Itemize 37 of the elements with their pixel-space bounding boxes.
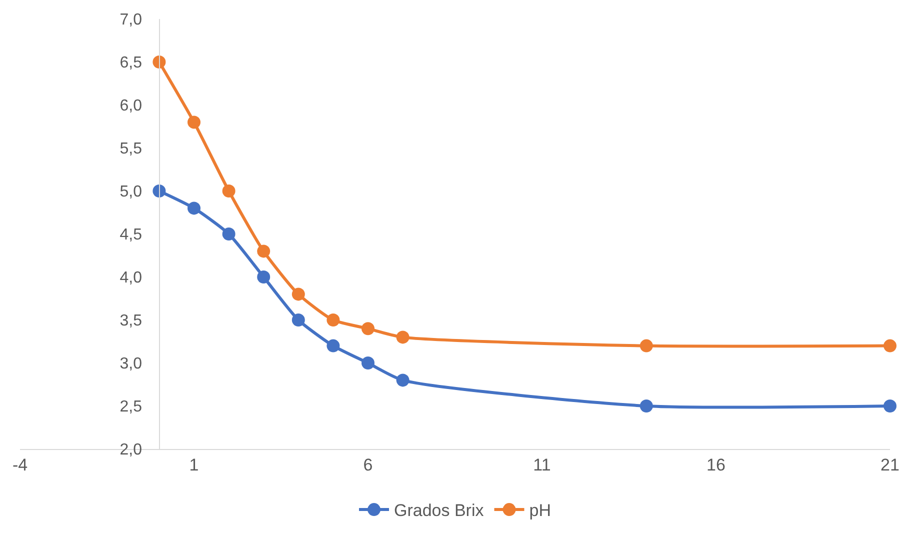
y-tick-label: 6,5 bbox=[120, 54, 142, 72]
point bbox=[396, 330, 410, 344]
x-tick-label: 6 bbox=[363, 455, 373, 474]
y-tick-label: 4,5 bbox=[120, 226, 142, 244]
point bbox=[292, 314, 305, 326]
point bbox=[188, 116, 200, 129]
point bbox=[257, 270, 270, 284]
x-tick-label: -4 bbox=[12, 455, 28, 474]
y-tick-label: 5,0 bbox=[120, 184, 142, 201]
point bbox=[362, 356, 374, 370]
y-tick-label: 6,0 bbox=[120, 98, 142, 115]
point bbox=[362, 322, 374, 336]
point bbox=[257, 244, 270, 258]
point bbox=[640, 339, 653, 352]
x-tick-label: 21 bbox=[880, 455, 900, 474]
y-tick-label: 2,5 bbox=[120, 398, 142, 416]
point bbox=[640, 400, 653, 412]
legend-label: pH bbox=[529, 501, 551, 520]
y-tick-label: 3,0 bbox=[120, 356, 142, 373]
x-tick-label: 1 bbox=[189, 455, 199, 474]
x-tick-label: 16 bbox=[706, 455, 726, 474]
x-tick-label: 11 bbox=[533, 455, 551, 474]
point bbox=[188, 202, 200, 215]
y-tick-label: 7,0 bbox=[120, 12, 142, 29]
y-tick-label: 3,5 bbox=[120, 312, 142, 330]
point bbox=[326, 314, 340, 326]
point bbox=[396, 374, 410, 387]
point bbox=[222, 228, 236, 240]
point bbox=[884, 339, 896, 352]
point bbox=[222, 184, 236, 198]
y-tick-label: 2,0 bbox=[120, 442, 142, 459]
y-tick-label: 5,5 bbox=[120, 140, 142, 158]
point bbox=[326, 339, 340, 352]
y-tick-label: 4,0 bbox=[120, 270, 142, 287]
legend-label: Grados Brix bbox=[394, 501, 484, 520]
point bbox=[292, 288, 305, 301]
point bbox=[884, 400, 896, 412]
